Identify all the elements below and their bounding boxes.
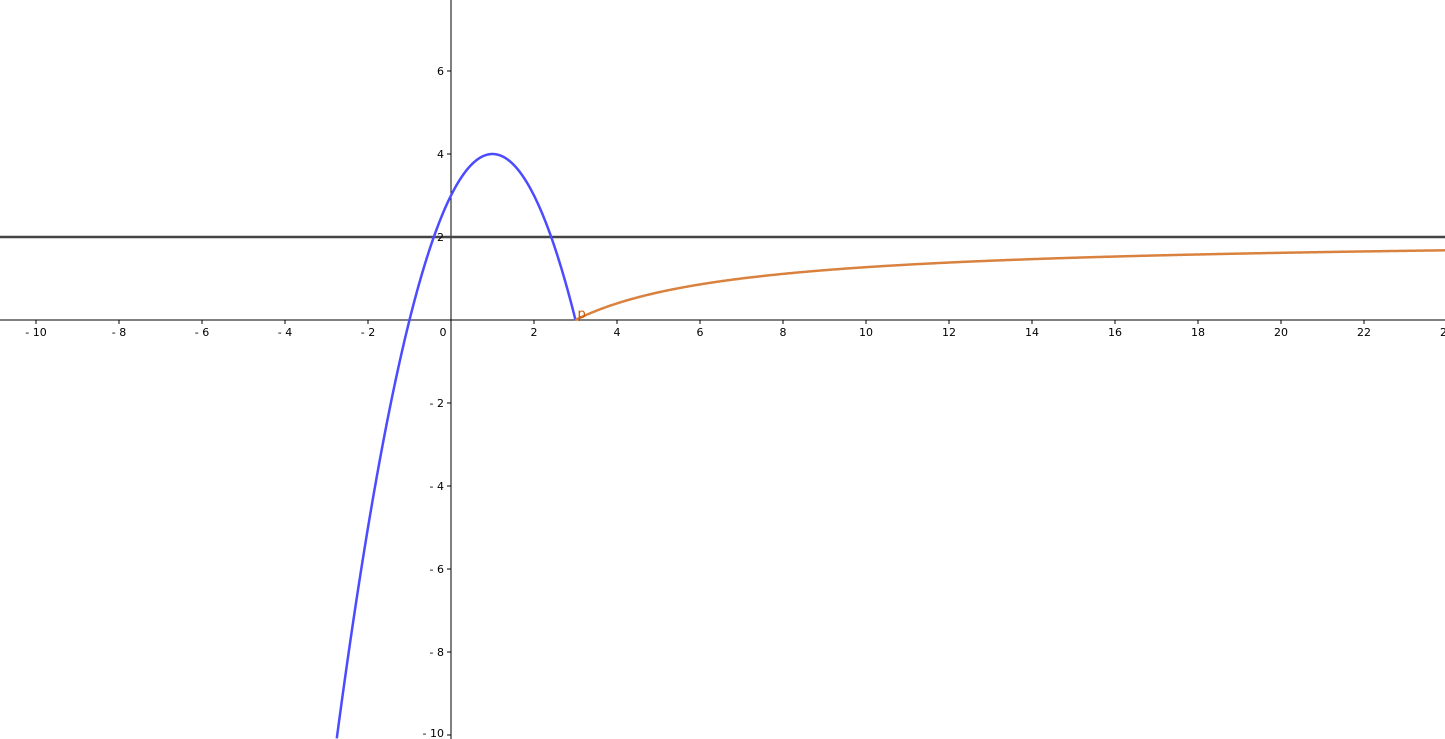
y-tick-label: - 2 (430, 397, 444, 410)
x-tick-label: 18 (1191, 326, 1205, 339)
labels: - 10- 8- 6- 4- 2024681012141618202224- 1… (25, 65, 1445, 739)
x-tick-label: - 10 (25, 326, 46, 339)
y-tick-label: - 4 (430, 480, 444, 493)
parabola-curve (335, 152, 577, 739)
x-tick-label: 10 (859, 326, 873, 339)
x-tick-label: - 2 (361, 326, 375, 339)
y-tick-label: - 6 (430, 563, 444, 576)
x-tick-label: - 8 (112, 326, 126, 339)
x-tick-label: - 4 (278, 326, 292, 339)
y-tick-label: 4 (437, 148, 444, 161)
x-tick-label: 2 (531, 326, 538, 339)
x-tick-label: - 6 (195, 326, 209, 339)
y-tick-label: 6 (437, 65, 444, 78)
x-tick-label: 12 (942, 326, 956, 339)
x-tick-label: 14 (1025, 326, 1039, 339)
x-tick-label: 0 (440, 326, 447, 339)
x-tick-label: 20 (1274, 326, 1288, 339)
rational-curve (574, 249, 1445, 322)
y-tick-label: - 10 (423, 727, 444, 739)
x-tick-label: 22 (1357, 326, 1371, 339)
x-tick-label: 8 (780, 326, 787, 339)
curves (0, 152, 1445, 739)
x-tick-label: 24 (1440, 326, 1445, 339)
y-tick-label: - 8 (430, 646, 444, 659)
y-tick-label: 2 (437, 231, 444, 244)
x-tick-label: 16 (1108, 326, 1122, 339)
point-label: p (578, 307, 586, 322)
x-tick-label: 4 (614, 326, 621, 339)
x-tick-label: 6 (697, 326, 704, 339)
